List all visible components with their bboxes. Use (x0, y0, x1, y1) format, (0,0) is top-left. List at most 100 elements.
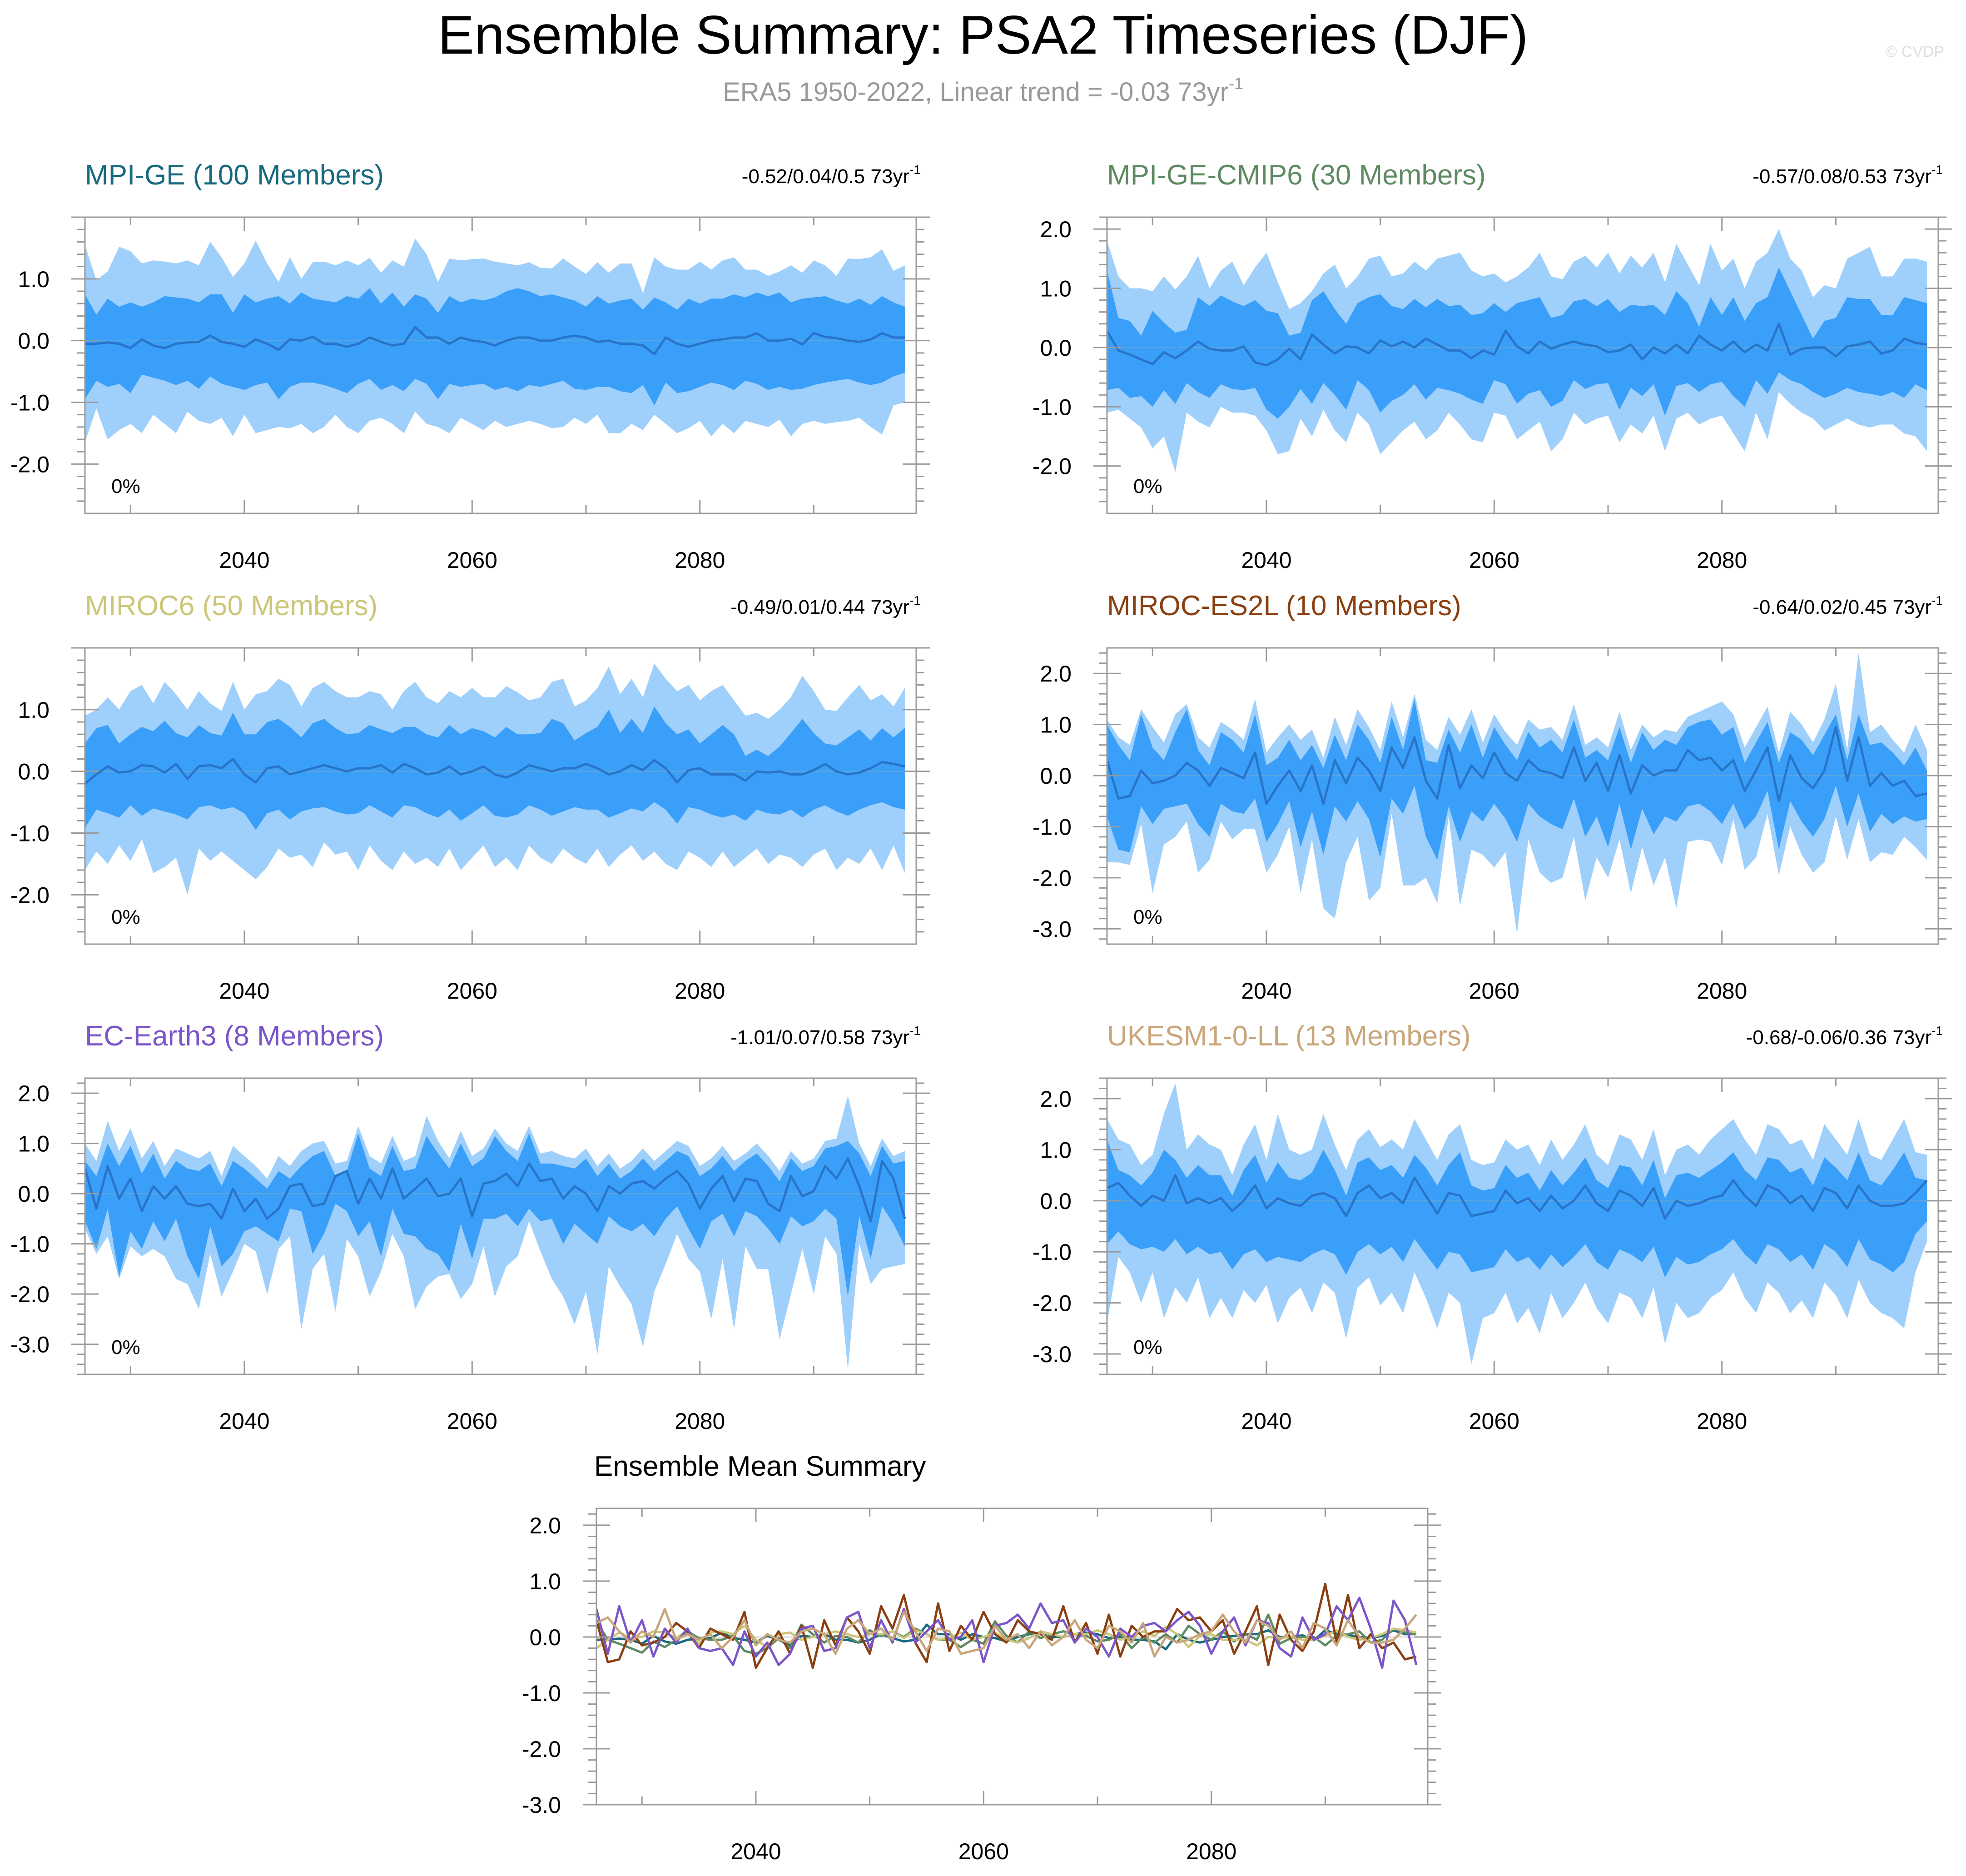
x-tick-label: 2080 (1697, 1408, 1747, 1434)
percent-label: 0% (1133, 475, 1162, 498)
chart-panel-2: 2.0 1.0 0.0 -1.0 -2.0 2040 2060 2080 MPI-GE-CMIP… (1033, 159, 1952, 573)
panel-title: MPI-GE (100 Members) (85, 159, 384, 191)
x-tick-label: 2080 (675, 547, 725, 573)
percent-label: 0% (111, 475, 140, 498)
x-tick-label: 2040 (1241, 547, 1291, 573)
percent-label: 0% (1133, 1336, 1162, 1358)
inner-percentile-band (85, 288, 905, 406)
outer-percentile-band (85, 1095, 905, 1369)
y-tick-label: 0.0 (529, 1625, 561, 1650)
y-tick-label: 1.0 (18, 1131, 50, 1157)
axis-ticks (71, 647, 930, 944)
y-tick-label: 1.0 (1040, 712, 1072, 738)
trend-superscript: -1 (1931, 163, 1943, 177)
y-tick-label: 1.0 (1040, 1137, 1072, 1163)
subtitle-superscript: -1 (1229, 74, 1243, 93)
ensemble-mean-line (1107, 726, 1927, 805)
axis-ticks (71, 216, 930, 513)
trend-text: -1.01/0.07/0.58 73yr (730, 1026, 909, 1049)
y-tick-label: 2.0 (18, 1081, 50, 1106)
plot-frame (1106, 1077, 1939, 1375)
y-tick-label: -2.0 (10, 452, 50, 477)
y-tick-label: 1.0 (1040, 276, 1072, 301)
chart-panel-6: 2.0 1.0 0.0 -1.0 -2.0 -3.0 2040 2060 2080 UKESM1-… (1033, 1020, 1952, 1434)
watermark: © CVDP (1886, 43, 1944, 60)
ensemble-mean-line (1107, 1174, 1928, 1220)
percent-label: 0% (111, 906, 140, 928)
y-tick-label: 2.0 (1040, 661, 1072, 687)
y-tick-label: 2.0 (529, 1513, 561, 1538)
chart-panel-4: 2.0 1.0 0.0 -1.0 -2.0 -3.0 2040 2060 2080 MIROC-E… (1033, 590, 1952, 1004)
chart-panel-3: 1.0 0.0 -1.0 -2.0 2040 2060 2080 MIROC6 (50 Mem… (10, 590, 930, 1004)
y-tick-label: -2.0 (522, 1737, 561, 1762)
plot-area (85, 239, 916, 443)
trend-superscript: -1 (1931, 1024, 1943, 1038)
trend-text: -0.57/0.08/0.53 73yr (1753, 165, 1931, 188)
x-tick-label: 2060 (1469, 978, 1519, 1004)
y-tick-label: -1.0 (10, 390, 50, 416)
panel-title: MIROC6 (50 Members) (85, 590, 377, 622)
plot-area (1107, 1083, 1938, 1364)
y-tick-label: 0.0 (18, 328, 50, 354)
plot-area (85, 663, 916, 895)
panel-title: MPI-GE-CMIP6 (30 Members) (1107, 159, 1486, 191)
x-tick-label: 2060 (447, 547, 497, 573)
y-tick-label: 1.0 (18, 697, 50, 723)
y-tick-label: -2.0 (1033, 866, 1072, 891)
axis-ticks (1093, 1077, 1952, 1375)
y-tick-label: 2.0 (1040, 1086, 1072, 1112)
ensemble-mean-line (85, 1157, 906, 1223)
y-tick-label: 0.0 (1040, 335, 1072, 361)
y-tick-label: -2.0 (10, 1282, 50, 1307)
y-tick-label: -1.0 (1033, 1239, 1072, 1265)
panel-title: Ensemble Mean Summary (594, 1451, 926, 1482)
x-tick-label: 2060 (1469, 547, 1519, 573)
x-tick-label: 2060 (1469, 1408, 1519, 1434)
chart-panel-7: 2.0 1.0 0.0 -1.0 -2.0 -3.0 2040 2060 2080 Ensembl… (522, 1451, 1441, 1864)
trend-text: -0.52/0.04/0.5 73yr (742, 165, 909, 188)
ensemble-mean-line (85, 758, 905, 785)
series-line-ukesm1-0-ll (596, 1607, 1417, 1658)
y-tick-label: -3.0 (1033, 1342, 1072, 1367)
subtitle-text: ERA5 1950-2022, Linear trend = -0.03 73y… (723, 77, 1229, 107)
chart-panel-1: 1.0 0.0 -1.0 -2.0 2040 2060 2080 MPI-GE (100 Me… (10, 159, 930, 573)
y-tick-label: 2.0 (1040, 217, 1072, 242)
trend-superscript: -1 (1931, 593, 1943, 607)
trend-label: -0.68/-0.06/0.36 73yr-1 (1746, 1024, 1943, 1049)
x-tick-label: 2040 (1241, 978, 1291, 1004)
x-tick-label: 2080 (675, 978, 725, 1004)
x-tick-label: 2040 (219, 547, 269, 573)
x-tick-label: 2040 (219, 978, 269, 1004)
y-tick-label: 1.0 (529, 1569, 561, 1594)
plot-frame (596, 1508, 1429, 1806)
panels: 1.0 0.0 -1.0 -2.0 2040 2060 2080 MPI-GE (100 Me… (10, 159, 1952, 1864)
y-tick-label: 0.0 (18, 1181, 50, 1207)
trend-text: -0.49/0.01/0.44 73yr (730, 596, 909, 618)
y-tick-label: -2.0 (1033, 454, 1072, 479)
y-tick-label: -1.0 (10, 821, 50, 846)
x-tick-label: 2080 (1697, 978, 1747, 1004)
y-tick-label: -2.0 (10, 882, 50, 908)
trend-text: -0.64/0.02/0.45 73yr (1753, 596, 1931, 618)
inner-percentile-band (85, 1133, 905, 1297)
trend-superscript: -1 (909, 593, 921, 607)
axis-ticks (71, 1078, 930, 1375)
x-tick-label: 2080 (1697, 547, 1747, 573)
figure-subtitle: ERA5 1950-2022, Linear trend = -0.03 73y… (723, 74, 1243, 107)
trend-label: -0.52/0.04/0.5 73yr-1 (742, 163, 921, 188)
panel-title: EC-Earth3 (8 Members) (85, 1020, 384, 1052)
axis-ticks (583, 1508, 1441, 1806)
trend-superscript: -1 (909, 1024, 921, 1038)
x-tick-label: 2040 (1241, 1408, 1291, 1434)
x-tick-label: 2040 (219, 1408, 269, 1434)
panel-title: MIROC-ES2L (10 Members) (1107, 590, 1461, 622)
x-tick-label: 2060 (958, 1839, 1009, 1864)
y-tick-label: -1.0 (1033, 394, 1072, 420)
y-tick-label: -1.0 (1033, 814, 1072, 840)
trend-label: -0.49/0.01/0.44 73yr-1 (730, 593, 921, 618)
plot-frame (1106, 216, 1939, 514)
axis-ticks (1093, 648, 1952, 944)
series-line-ec-earth3 (596, 1597, 1418, 1669)
plot-frame (84, 1077, 917, 1375)
